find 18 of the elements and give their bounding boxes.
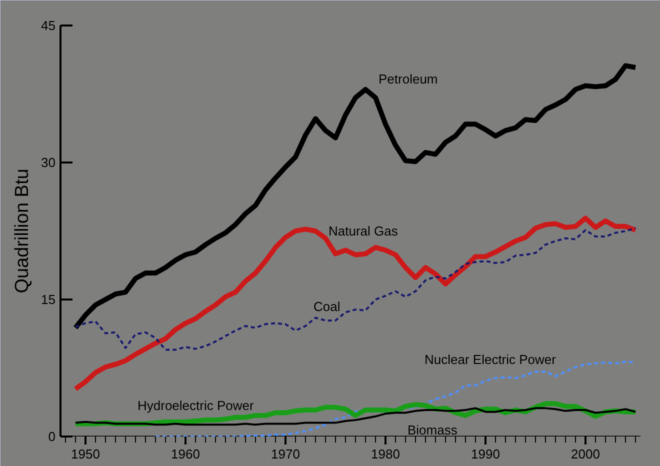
x-tick-label: 1980 [371,446,400,462]
series-label: Coal [314,299,340,314]
x-tick-label: 1990 [471,446,500,462]
y-tick-label: 45 [41,18,56,33]
line-series [74,227,636,351]
series-label: Hydroelectric Power [138,398,254,413]
series-label: Petroleum [378,72,438,87]
y-tick-label: 0 [48,429,56,444]
x-tick-label: 1960 [171,446,200,462]
series-label: Biomass [408,422,458,438]
y-tick-label: 15 [41,292,56,307]
x-tick-label: 2000 [571,446,600,462]
x-tick-label: 1950 [71,446,100,462]
series-label: Nuclear Electric Power [424,352,557,368]
x-tick-label: 1970 [271,446,300,462]
series-label: Natural Gas [328,223,398,238]
y-tick-label: 30 [41,155,56,170]
y-axis-title: Quadrillion Btu [12,168,34,294]
